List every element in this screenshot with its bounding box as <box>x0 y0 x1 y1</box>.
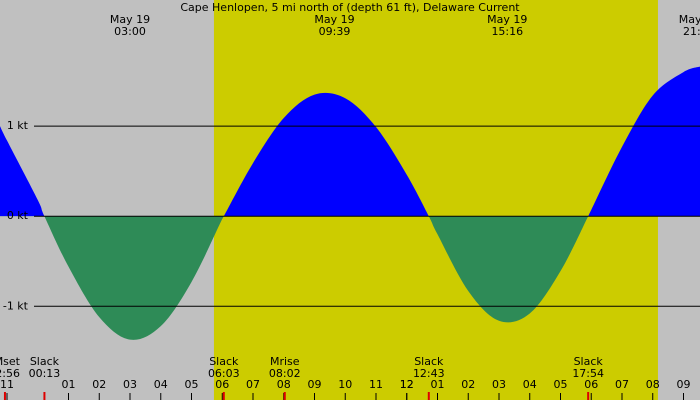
event-time: 22:56 <box>0 367 20 380</box>
x-tick-label: 03 <box>492 378 506 391</box>
flood-area <box>0 66 700 217</box>
x-tick-label: 04 <box>523 378 537 391</box>
event-label: Slack <box>30 355 60 368</box>
event-label: Mrise <box>270 355 300 368</box>
x-tick-label: 06 <box>584 378 598 391</box>
x-tick-label: 12 <box>400 378 414 391</box>
chart-title: Cape Henlopen, 5 mi north of (depth 61 f… <box>180 1 520 14</box>
x-tick-label: 08 <box>646 378 660 391</box>
y-tick-label: -1 kt <box>3 299 29 312</box>
x-tick-label: 10 <box>338 378 352 391</box>
event-label: Slack <box>574 355 604 368</box>
y-tick-label: 0 kt <box>7 209 29 222</box>
x-tick-label: 03 <box>123 378 137 391</box>
event-time: 12:43 <box>413 367 445 380</box>
event-label: Slack <box>209 355 239 368</box>
peak-date: May 19 <box>314 13 354 26</box>
event-time: 08:02 <box>269 367 301 380</box>
x-tick-label: 01 <box>62 378 76 391</box>
ebb-area <box>44 216 589 340</box>
x-tick-label: 07 <box>615 378 629 391</box>
event-label: Slack <box>414 355 444 368</box>
peak-time: 15:16 <box>491 25 523 38</box>
event-time: 00:13 <box>29 367 61 380</box>
event-time: 17:54 <box>572 367 604 380</box>
x-tick-label: 12 <box>400 378 414 391</box>
x-tick-label: 08 <box>277 378 291 391</box>
peak-date: May 19 <box>110 13 150 26</box>
x-tick-label: 06 <box>215 378 229 391</box>
x-tick-label: 11 <box>369 378 383 391</box>
x-tick-label: 05 <box>553 378 567 391</box>
x-tick-label: 02 <box>92 378 106 391</box>
x-tick-label: 05 <box>185 378 199 391</box>
event-label: Mset <box>0 355 21 368</box>
x-tick-label: 02 <box>461 378 475 391</box>
x-tick-label: 09 <box>676 378 690 391</box>
x-tick-label: 04 <box>154 378 168 391</box>
peak-date: May 19 <box>487 13 527 26</box>
x-tick-label: 07 <box>246 378 260 391</box>
peak-time: 09:39 <box>319 25 351 38</box>
peak-date: May 19 <box>679 13 700 26</box>
peak-time: 21:30 <box>683 25 700 38</box>
x-tick-label: 09 <box>308 378 322 391</box>
x-tick-label: 01 <box>430 378 444 391</box>
peak-time: 03:00 <box>114 25 146 38</box>
y-tick-label: 1 kt <box>7 119 29 132</box>
x-tick-label: 11 <box>0 378 14 391</box>
event-time: 06:03 <box>208 367 240 380</box>
